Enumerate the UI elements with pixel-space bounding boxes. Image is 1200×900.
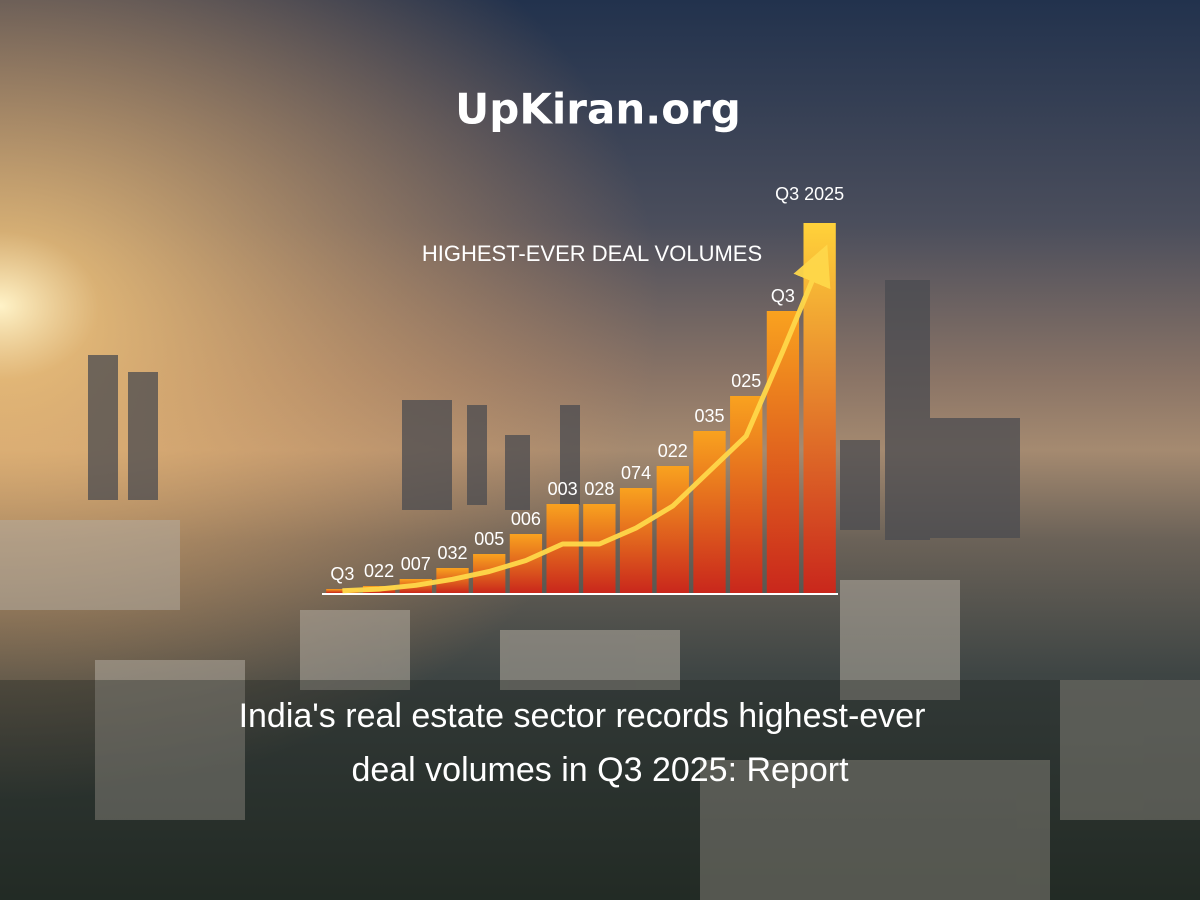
bar-label: 007 [401,554,431,574]
bar [730,396,763,593]
headline: deal volumes in Q3 2025: Report [351,751,849,789]
brand: UpKiran.org [455,85,741,134]
bar-label: 035 [694,406,724,426]
bar-label: 005 [474,529,504,549]
bar-label: 032 [437,543,467,563]
bar-label: 025 [731,371,761,391]
bar-label: 006 [511,509,541,529]
bar-label: 022 [364,561,394,581]
bar-label: 028 [584,479,614,499]
bar-label: 022 [658,441,688,461]
trend-arrow [342,244,831,594]
bar [326,589,359,593]
bar [619,488,653,593]
chart-title: HIGHEST-EVER DEAL VOLUMES [422,241,762,266]
buildings [0,520,1200,900]
bar-label: 003 [548,479,578,499]
headline: India's real estate sector records highe… [239,697,926,735]
bar [803,223,836,593]
bar-label: Q3 [330,564,354,584]
bar [656,466,689,593]
bar-label: Q3 [771,286,795,306]
shade [0,680,1200,900]
bar-label: 074 [621,463,651,483]
bar [766,311,800,593]
bar-label: Q3 2025 [775,184,844,204]
skyline [88,280,1020,540]
bar [583,504,616,593]
bar [693,431,726,593]
